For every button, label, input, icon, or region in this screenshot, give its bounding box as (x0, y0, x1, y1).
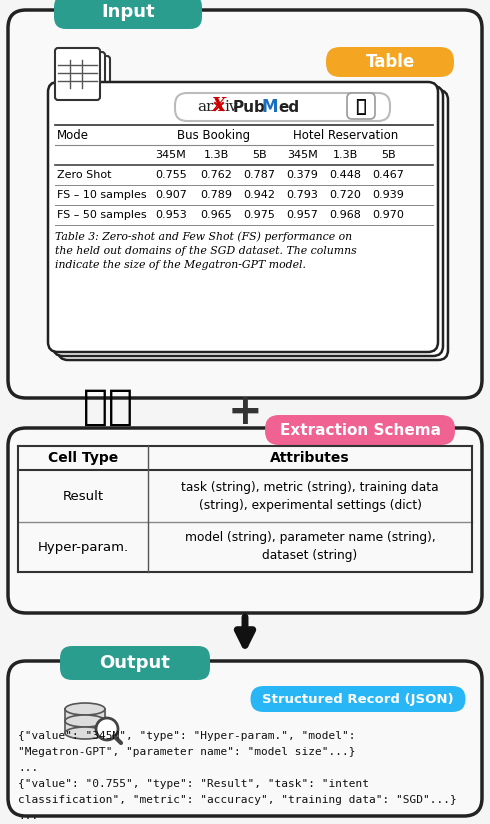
Text: "Megatron-GPT", "parameter name": "model size"...}: "Megatron-GPT", "parameter name": "model… (18, 747, 356, 757)
Text: 0.939: 0.939 (372, 190, 404, 200)
Text: Pub: Pub (232, 100, 265, 115)
FancyBboxPatch shape (48, 82, 438, 352)
Text: Input: Input (101, 3, 155, 21)
FancyBboxPatch shape (175, 93, 390, 121)
Text: 0.970: 0.970 (372, 210, 404, 220)
Text: Hotel Reservation: Hotel Reservation (293, 129, 398, 142)
FancyBboxPatch shape (250, 686, 466, 712)
FancyBboxPatch shape (65, 56, 110, 108)
Text: FS – 50 samples: FS – 50 samples (57, 210, 147, 220)
Text: 0.467: 0.467 (372, 170, 404, 180)
Text: 345M: 345M (156, 150, 186, 160)
Text: 👩‍🔬: 👩‍🔬 (83, 386, 133, 428)
Text: 🌐: 🌐 (355, 98, 366, 116)
Text: 0.968: 0.968 (330, 210, 362, 220)
Text: Bus Booking: Bus Booking (177, 129, 250, 142)
Text: Cell Type: Cell Type (48, 451, 118, 465)
Text: 0.379: 0.379 (287, 170, 318, 180)
FancyBboxPatch shape (60, 646, 210, 680)
Text: ar: ar (197, 100, 214, 114)
Text: Result: Result (62, 489, 103, 503)
Text: model (string), parameter name (string),
dataset (string): model (string), parameter name (string),… (185, 531, 436, 563)
Text: task (string), metric (string), training data
(string), experimental settings (d: task (string), metric (string), training… (181, 480, 439, 512)
FancyBboxPatch shape (53, 86, 443, 356)
Text: 0.965: 0.965 (200, 210, 232, 220)
Text: Zero Shot: Zero Shot (57, 170, 112, 180)
Text: ...: ... (18, 763, 38, 773)
Text: 0.957: 0.957 (287, 210, 318, 220)
Text: iv: iv (224, 100, 238, 114)
Text: ...: ... (18, 811, 38, 821)
FancyBboxPatch shape (347, 93, 375, 119)
Text: {"value": "0.755", "type": "Result", "task": "intent: {"value": "0.755", "type": "Result", "ta… (18, 779, 369, 789)
FancyBboxPatch shape (265, 415, 455, 445)
FancyBboxPatch shape (326, 47, 454, 77)
Text: Hyper-param.: Hyper-param. (37, 541, 128, 554)
Text: 🌐: 🌐 (356, 100, 366, 115)
Text: 0.762: 0.762 (200, 170, 232, 180)
Text: 0.907: 0.907 (155, 190, 187, 200)
Text: 0.720: 0.720 (330, 190, 362, 200)
Text: Output: Output (99, 654, 171, 672)
Text: Table: Table (366, 53, 415, 71)
Text: Mode: Mode (57, 129, 89, 142)
Text: 0.755: 0.755 (155, 170, 187, 180)
Circle shape (96, 718, 118, 740)
Text: 345M: 345M (287, 150, 318, 160)
Text: 1.3B: 1.3B (204, 150, 229, 160)
Text: 0.793: 0.793 (287, 190, 318, 200)
Text: Structured Record (JSON): Structured Record (JSON) (262, 692, 454, 705)
FancyBboxPatch shape (8, 661, 482, 816)
FancyBboxPatch shape (60, 52, 105, 104)
Text: +: + (228, 391, 262, 433)
Text: X: X (212, 97, 226, 115)
Text: 0.448: 0.448 (329, 170, 362, 180)
Text: Attributes: Attributes (270, 451, 350, 465)
Text: 1.3B: 1.3B (333, 150, 358, 160)
Text: 5B: 5B (381, 150, 396, 160)
Text: Extraction Schema: Extraction Schema (279, 423, 441, 438)
Ellipse shape (65, 715, 105, 727)
Text: M: M (262, 98, 278, 116)
Text: Table 3: Zero-shot and Few Shot (FS) performance on
the held out domains of the : Table 3: Zero-shot and Few Shot (FS) per… (55, 231, 357, 269)
Ellipse shape (65, 703, 105, 715)
FancyBboxPatch shape (55, 48, 100, 100)
Ellipse shape (65, 727, 105, 739)
Text: 0.787: 0.787 (244, 170, 275, 180)
Text: 0.789: 0.789 (200, 190, 232, 200)
Text: 0.953: 0.953 (155, 210, 187, 220)
FancyBboxPatch shape (8, 428, 482, 613)
FancyBboxPatch shape (8, 10, 482, 398)
Text: FS – 10 samples: FS – 10 samples (57, 190, 147, 200)
Text: 0.975: 0.975 (244, 210, 275, 220)
FancyBboxPatch shape (54, 0, 202, 29)
Text: classification", "metric": "accuracy", "training data": "SGD"...}: classification", "metric": "accuracy", "… (18, 795, 457, 805)
Text: {"value": "345M", "type": "Hyper-param.", "model":: {"value": "345M", "type": "Hyper-param."… (18, 731, 356, 741)
Text: 5B: 5B (252, 150, 267, 160)
FancyBboxPatch shape (58, 90, 448, 360)
Text: ed: ed (278, 100, 299, 115)
Text: 0.942: 0.942 (244, 190, 275, 200)
